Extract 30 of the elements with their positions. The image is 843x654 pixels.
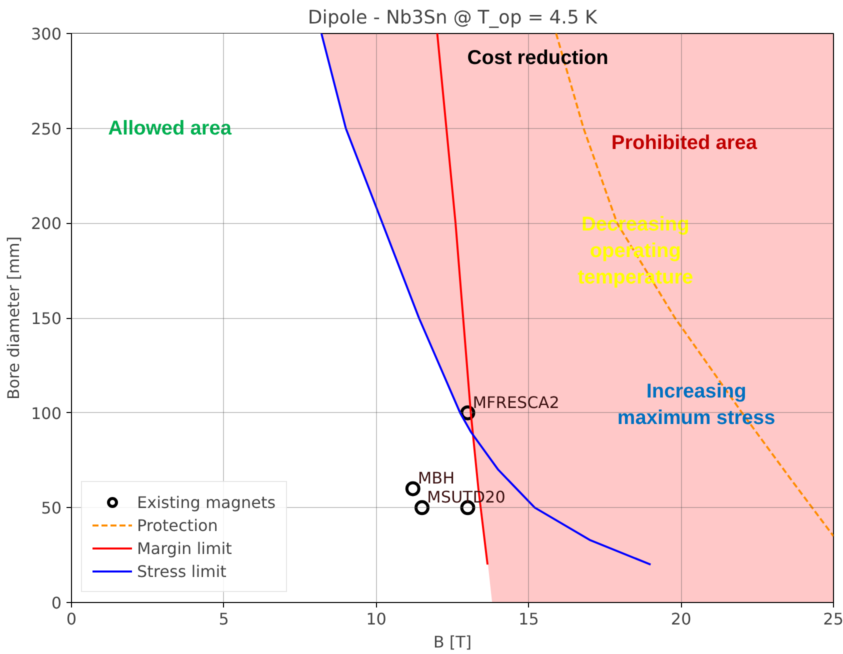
x-tick-label: 20 bbox=[670, 610, 692, 628]
y-axis-title: Bore diameter [mm] bbox=[4, 236, 23, 400]
legend-label: Protection bbox=[137, 516, 218, 534]
annotation: Increasing maximum stress bbox=[617, 380, 776, 429]
annotation: MSUT bbox=[427, 488, 473, 507]
y-tick-label: 150 bbox=[30, 309, 62, 328]
chart-title: Dipole - Nb3Sn @ T_op = 4.5 K bbox=[308, 8, 598, 28]
annotation: MFRESCA2 bbox=[472, 392, 560, 412]
y-tick-label: 0 bbox=[51, 594, 62, 612]
y-tick-label: 300 bbox=[30, 24, 62, 44]
point bbox=[405, 481, 420, 496]
legend-label: Margin limit bbox=[137, 538, 232, 558]
x-tick-label: 15 bbox=[518, 610, 539, 628]
annotation: Decreasing operating temperature bbox=[578, 214, 694, 288]
legend-label: Existing magnets bbox=[137, 492, 276, 512]
annotation: MBH bbox=[418, 468, 455, 488]
y-tick-label: 200 bbox=[30, 214, 62, 234]
x-tick-label: 5 bbox=[218, 610, 229, 628]
annotation: Cost reduction bbox=[467, 46, 608, 69]
annotation: Prohibited area bbox=[611, 132, 758, 154]
legend-label: Stress limit bbox=[137, 562, 226, 580]
y-tick-label: 250 bbox=[30, 119, 62, 138]
annotation: Allowed area bbox=[108, 117, 232, 140]
y-tick-label: 50 bbox=[41, 498, 62, 518]
x-tick-label: 10 bbox=[366, 610, 386, 628]
x-axis-title: B [T] bbox=[433, 632, 472, 652]
y-tick-label: 100 bbox=[30, 404, 62, 423]
x-tick-label: 25 bbox=[823, 610, 843, 628]
point bbox=[414, 500, 430, 516]
x-tick-label: 0 bbox=[66, 610, 77, 628]
